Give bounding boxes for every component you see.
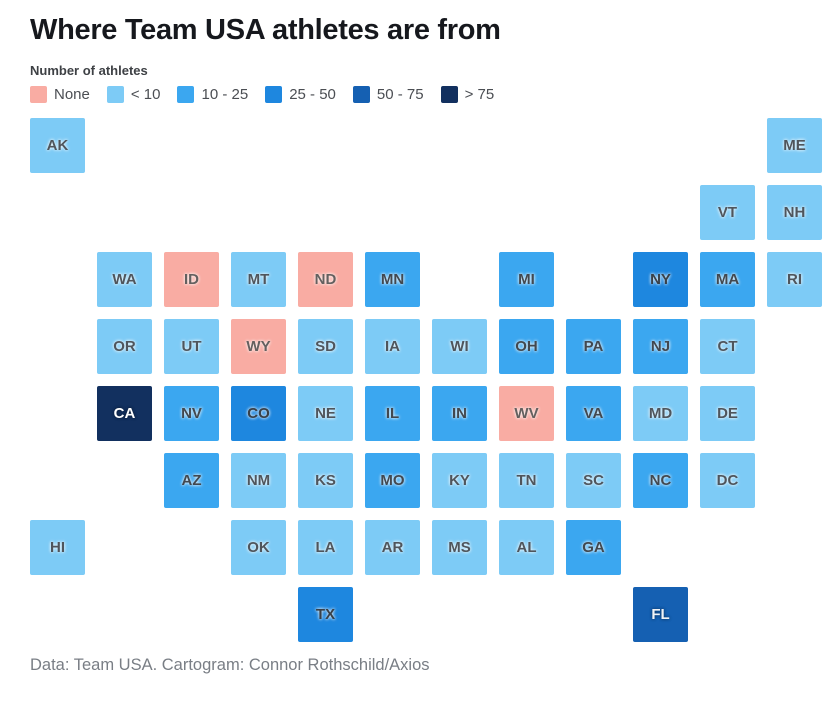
legend-swatch	[352, 86, 370, 103]
state-tile-ct: CT	[700, 319, 755, 374]
state-tile-wv: WV	[499, 386, 554, 441]
legend-title: Number of athletes	[30, 63, 148, 78]
state-tile-ok: OK	[231, 520, 286, 575]
state-tile-mn: MN	[365, 252, 420, 307]
state-tile-de: DE	[700, 386, 755, 441]
state-tile-ny: NY	[633, 252, 688, 307]
legend-swatch	[265, 86, 283, 103]
state-tile-nd: ND	[298, 252, 353, 307]
state-tile-vt: VT	[700, 185, 755, 240]
state-tile-sc: SC	[566, 453, 621, 508]
state-tile-id: ID	[164, 252, 219, 307]
state-tile-oh: OH	[499, 319, 554, 374]
state-tile-co: CO	[231, 386, 286, 441]
state-tile-wa: WA	[97, 252, 152, 307]
state-tile-ky: KY	[432, 453, 487, 508]
source-credit: Data: Team USA. Cartogram: Connor Rothsc…	[30, 656, 430, 674]
state-tile-ak: AK	[30, 118, 85, 173]
legend-label: 25 - 50	[289, 86, 336, 103]
state-tile-nh: NH	[767, 185, 822, 240]
state-tile-or: OR	[97, 319, 152, 374]
state-tile-nc: NC	[633, 453, 688, 508]
state-tile-va: VA	[566, 386, 621, 441]
state-tile-ne: NE	[298, 386, 353, 441]
legend-item: None	[30, 86, 90, 103]
state-tile-nv: NV	[164, 386, 219, 441]
legend: None < 10 10 - 25 25 - 50 50 - 75 > 75	[30, 86, 494, 103]
state-tile-wi: WI	[432, 319, 487, 374]
state-tile-in: IN	[432, 386, 487, 441]
legend-item: 10 - 25	[177, 86, 248, 103]
state-tile-il: IL	[365, 386, 420, 441]
state-tile-tn: TN	[499, 453, 554, 508]
state-tile-ia: IA	[365, 319, 420, 374]
state-tile-la: LA	[298, 520, 353, 575]
legend-label: None	[54, 86, 90, 103]
state-tile-wy: WY	[231, 319, 286, 374]
state-tile-ms: MS	[432, 520, 487, 575]
legend-item: > 75	[440, 86, 495, 103]
state-tile-az: AZ	[164, 453, 219, 508]
legend-label: > 75	[464, 86, 495, 103]
state-tile-sd: SD	[298, 319, 353, 374]
state-tile-pa: PA	[566, 319, 621, 374]
state-tile-mt: MT	[231, 252, 286, 307]
state-tile-hi: HI	[30, 520, 85, 575]
legend-label: 10 - 25	[201, 86, 249, 103]
legend-item: < 10	[106, 86, 161, 103]
legend-swatch	[30, 86, 47, 103]
state-tile-fl: FL	[633, 587, 688, 642]
state-tile-al: AL	[499, 520, 554, 575]
state-tile-nm: NM	[231, 453, 286, 508]
legend-item: 25 - 50	[265, 86, 336, 103]
state-tile-ar: AR	[365, 520, 420, 575]
state-tile-dc: DC	[700, 453, 755, 508]
page-title: Where Team USA athletes are from	[30, 14, 501, 46]
legend-swatch	[440, 86, 458, 103]
legend-item: 50 - 75	[352, 86, 424, 103]
state-tile-mi: MI	[499, 252, 554, 307]
state-tile-me: ME	[767, 118, 822, 173]
state-tile-ca: CA	[97, 386, 152, 441]
state-tile-md: MD	[633, 386, 688, 441]
state-tile-mo: MO	[365, 453, 420, 508]
legend-swatch	[106, 86, 124, 103]
state-tile-ma: MA	[700, 252, 755, 307]
state-tile-tx: TX	[298, 587, 353, 642]
state-tile-ga: GA	[566, 520, 621, 575]
state-tile-ri: RI	[767, 252, 822, 307]
state-tile-ks: KS	[298, 453, 353, 508]
legend-swatch	[177, 86, 195, 103]
state-tile-ut: UT	[164, 319, 219, 374]
legend-label: 50 - 75	[376, 86, 424, 103]
state-tile-nj: NJ	[633, 319, 688, 374]
legend-label: < 10	[130, 86, 161, 103]
